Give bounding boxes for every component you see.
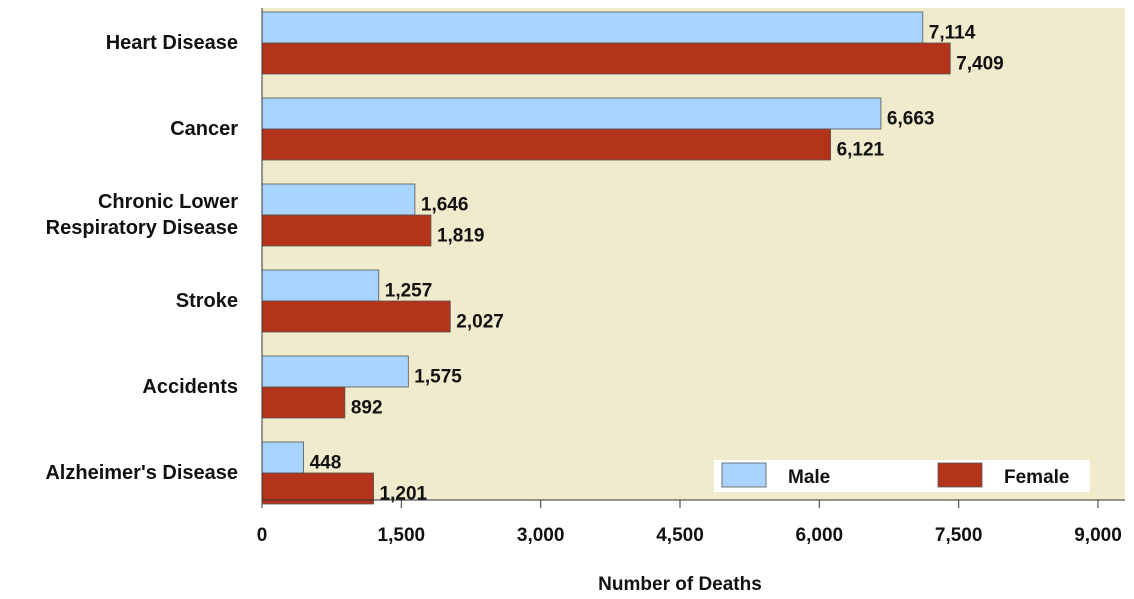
x-tick-label: 7,500 xyxy=(935,525,983,546)
bar xyxy=(261,441,305,474)
y-tick-label: Stroke xyxy=(175,290,238,312)
value-label: 448 xyxy=(310,453,342,474)
legend-swatch xyxy=(937,462,983,488)
bar xyxy=(261,300,451,333)
value-label: 1,819 xyxy=(437,226,485,247)
value-label: 6,663 xyxy=(887,109,935,130)
bar xyxy=(261,128,831,161)
x-tick-label: 3,000 xyxy=(517,525,565,546)
bar xyxy=(261,97,882,130)
value-label: 6,121 xyxy=(837,140,885,161)
bar xyxy=(261,355,409,388)
y-tick-label: Alzheimer's Disease xyxy=(45,462,238,484)
bar xyxy=(261,214,432,247)
legend-swatch xyxy=(721,462,767,488)
value-label: 1,646 xyxy=(421,195,469,216)
value-label: 1,575 xyxy=(414,367,462,388)
value-label: 1,201 xyxy=(380,484,428,505)
value-label: 2,027 xyxy=(456,312,504,333)
legend-box xyxy=(714,460,1090,492)
legend-label: Male xyxy=(788,467,830,488)
x-tick-label: 9,000 xyxy=(1074,525,1122,546)
bar xyxy=(261,11,924,44)
value-label: 1,257 xyxy=(385,281,433,302)
plot-area xyxy=(262,8,1125,500)
legend-label: Female xyxy=(1004,467,1069,488)
x-axis-title: Number of Deaths xyxy=(598,574,762,595)
x-tick-label: 0 xyxy=(257,525,268,546)
bar xyxy=(261,183,416,216)
bar xyxy=(261,386,346,419)
x-tick-label: 6,000 xyxy=(796,525,844,546)
value-label: 892 xyxy=(351,398,383,419)
value-label: 7,114 xyxy=(929,23,976,44)
bar xyxy=(261,269,380,302)
y-tick-label: Cancer xyxy=(170,118,238,140)
bar xyxy=(261,472,374,505)
x-tick-label: 1,500 xyxy=(378,525,426,546)
x-tick-label: 4,500 xyxy=(656,525,704,546)
y-tick-label: Chronic Lower Respiratory Disease xyxy=(45,191,238,239)
bar xyxy=(261,42,951,75)
y-tick-label: Accidents xyxy=(142,376,238,398)
y-tick-label: Heart Disease xyxy=(105,32,238,54)
value-label: 7,409 xyxy=(956,54,1004,75)
